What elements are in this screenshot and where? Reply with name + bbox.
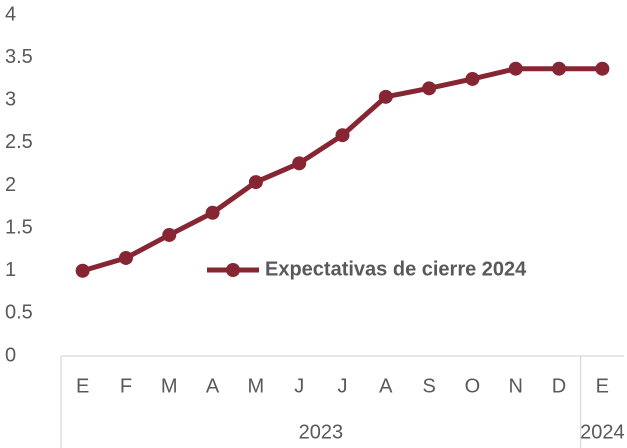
marker xyxy=(378,89,393,104)
marker xyxy=(465,71,480,86)
x-group-label: 2023 xyxy=(299,421,344,443)
marker xyxy=(422,81,437,96)
x-tick-label: S xyxy=(422,375,435,397)
marker xyxy=(552,61,567,76)
line xyxy=(81,66,603,274)
marker xyxy=(205,205,220,220)
x-tick-label: A xyxy=(379,375,393,397)
legend-label: Expectativas de cierre 2024 xyxy=(265,258,527,280)
marker xyxy=(508,61,523,76)
marker xyxy=(595,61,610,76)
x-tick-label: M xyxy=(248,375,265,397)
x-tick-label: M xyxy=(161,375,178,397)
marker xyxy=(75,263,90,278)
y-tick-label: 1.5 xyxy=(5,216,33,238)
x-tick-label: O xyxy=(465,375,481,397)
y-tick-label: 3.5 xyxy=(5,46,33,68)
marker xyxy=(335,128,350,143)
legend-marker xyxy=(226,263,240,277)
y-tick-label: 2.5 xyxy=(5,131,33,153)
marker xyxy=(292,156,307,171)
y-tick-label: 0.5 xyxy=(5,302,33,324)
y-tick-label: 4 xyxy=(5,3,16,25)
x-tick-label: F xyxy=(120,375,132,397)
marker xyxy=(162,227,177,242)
y-tick-label: 1 xyxy=(5,259,16,281)
y-tick-label: 3 xyxy=(5,89,16,111)
x-tick-label: N xyxy=(509,375,523,397)
marker xyxy=(248,175,263,190)
x-tick-label: E xyxy=(76,375,89,397)
x-tick-label: E xyxy=(596,375,609,397)
y-tick-label: 0 xyxy=(5,344,16,366)
x-tick-label: D xyxy=(552,375,566,397)
x-tick-label: A xyxy=(206,375,220,397)
x-group-label: 2024 xyxy=(580,421,625,443)
x-tick-label: J xyxy=(294,375,304,397)
y-tick-label: 2 xyxy=(5,174,16,196)
marker xyxy=(118,250,133,265)
x-tick-label: J xyxy=(338,375,348,397)
